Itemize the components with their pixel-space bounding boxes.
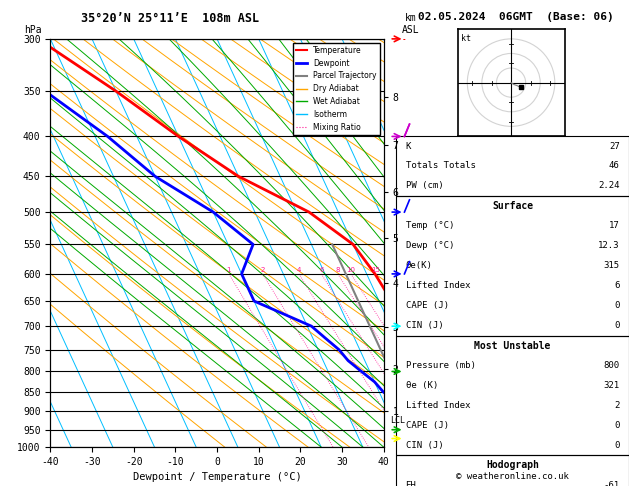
- Text: 12.3: 12.3: [598, 241, 620, 250]
- Text: 800: 800: [604, 361, 620, 370]
- Text: 0: 0: [615, 421, 620, 430]
- Text: Surface: Surface: [492, 201, 533, 211]
- Text: 35°20’N 25°11’E  108m ASL: 35°20’N 25°11’E 108m ASL: [81, 12, 259, 25]
- Text: θe (K): θe (K): [406, 381, 438, 390]
- Text: 2: 2: [615, 401, 620, 410]
- Text: 0: 0: [615, 301, 620, 310]
- Text: 02.05.2024  06GMT  (Base: 06): 02.05.2024 06GMT (Base: 06): [418, 12, 614, 22]
- Legend: Temperature, Dewpoint, Parcel Trajectory, Dry Adiabat, Wet Adiabat, Isotherm, Mi: Temperature, Dewpoint, Parcel Trajectory…: [292, 43, 380, 135]
- Text: 6: 6: [615, 281, 620, 290]
- Text: CIN (J): CIN (J): [406, 441, 443, 450]
- Text: Dewp (°C): Dewp (°C): [406, 241, 454, 250]
- Text: Hodograph: Hodograph: [486, 460, 539, 470]
- Text: LCL: LCL: [391, 416, 405, 425]
- Text: kt: kt: [460, 34, 470, 43]
- Text: 8: 8: [335, 267, 340, 273]
- Text: 27: 27: [609, 141, 620, 151]
- Text: EH: EH: [406, 481, 416, 486]
- X-axis label: Dewpoint / Temperature (°C): Dewpoint / Temperature (°C): [133, 472, 301, 483]
- Text: CIN (J): CIN (J): [406, 321, 443, 330]
- Text: Most Unstable: Most Unstable: [474, 341, 551, 350]
- Text: 321: 321: [604, 381, 620, 390]
- Text: CAPE (J): CAPE (J): [406, 301, 448, 310]
- Text: 15: 15: [371, 267, 380, 273]
- Text: 0: 0: [615, 441, 620, 450]
- Text: 2: 2: [260, 267, 265, 273]
- Bar: [396, 196, 629, 335]
- Text: 46: 46: [609, 161, 620, 171]
- Text: 0: 0: [615, 321, 620, 330]
- Text: PW (cm): PW (cm): [406, 181, 443, 191]
- Text: θe(K): θe(K): [406, 261, 433, 270]
- Text: CAPE (J): CAPE (J): [406, 421, 448, 430]
- Text: 2.24: 2.24: [598, 181, 620, 191]
- Text: K: K: [406, 141, 411, 151]
- Bar: [396, 335, 629, 455]
- Bar: [396, 136, 629, 196]
- Text: 1: 1: [226, 267, 231, 273]
- Text: Totals Totals: Totals Totals: [406, 161, 476, 171]
- Text: hPa: hPa: [24, 25, 42, 35]
- Text: -61: -61: [604, 481, 620, 486]
- Text: Pressure (mb): Pressure (mb): [406, 361, 476, 370]
- Text: Lifted Index: Lifted Index: [406, 401, 470, 410]
- Bar: [396, 455, 629, 486]
- Text: 10: 10: [347, 267, 355, 273]
- Text: 6: 6: [319, 267, 323, 273]
- Text: Temp (°C): Temp (°C): [406, 221, 454, 230]
- Text: 4: 4: [297, 267, 301, 273]
- Text: km
ASL: km ASL: [401, 13, 419, 35]
- Text: Lifted Index: Lifted Index: [406, 281, 470, 290]
- Text: 17: 17: [609, 221, 620, 230]
- Text: © weatheronline.co.uk: © weatheronline.co.uk: [456, 472, 569, 481]
- Text: 315: 315: [604, 261, 620, 270]
